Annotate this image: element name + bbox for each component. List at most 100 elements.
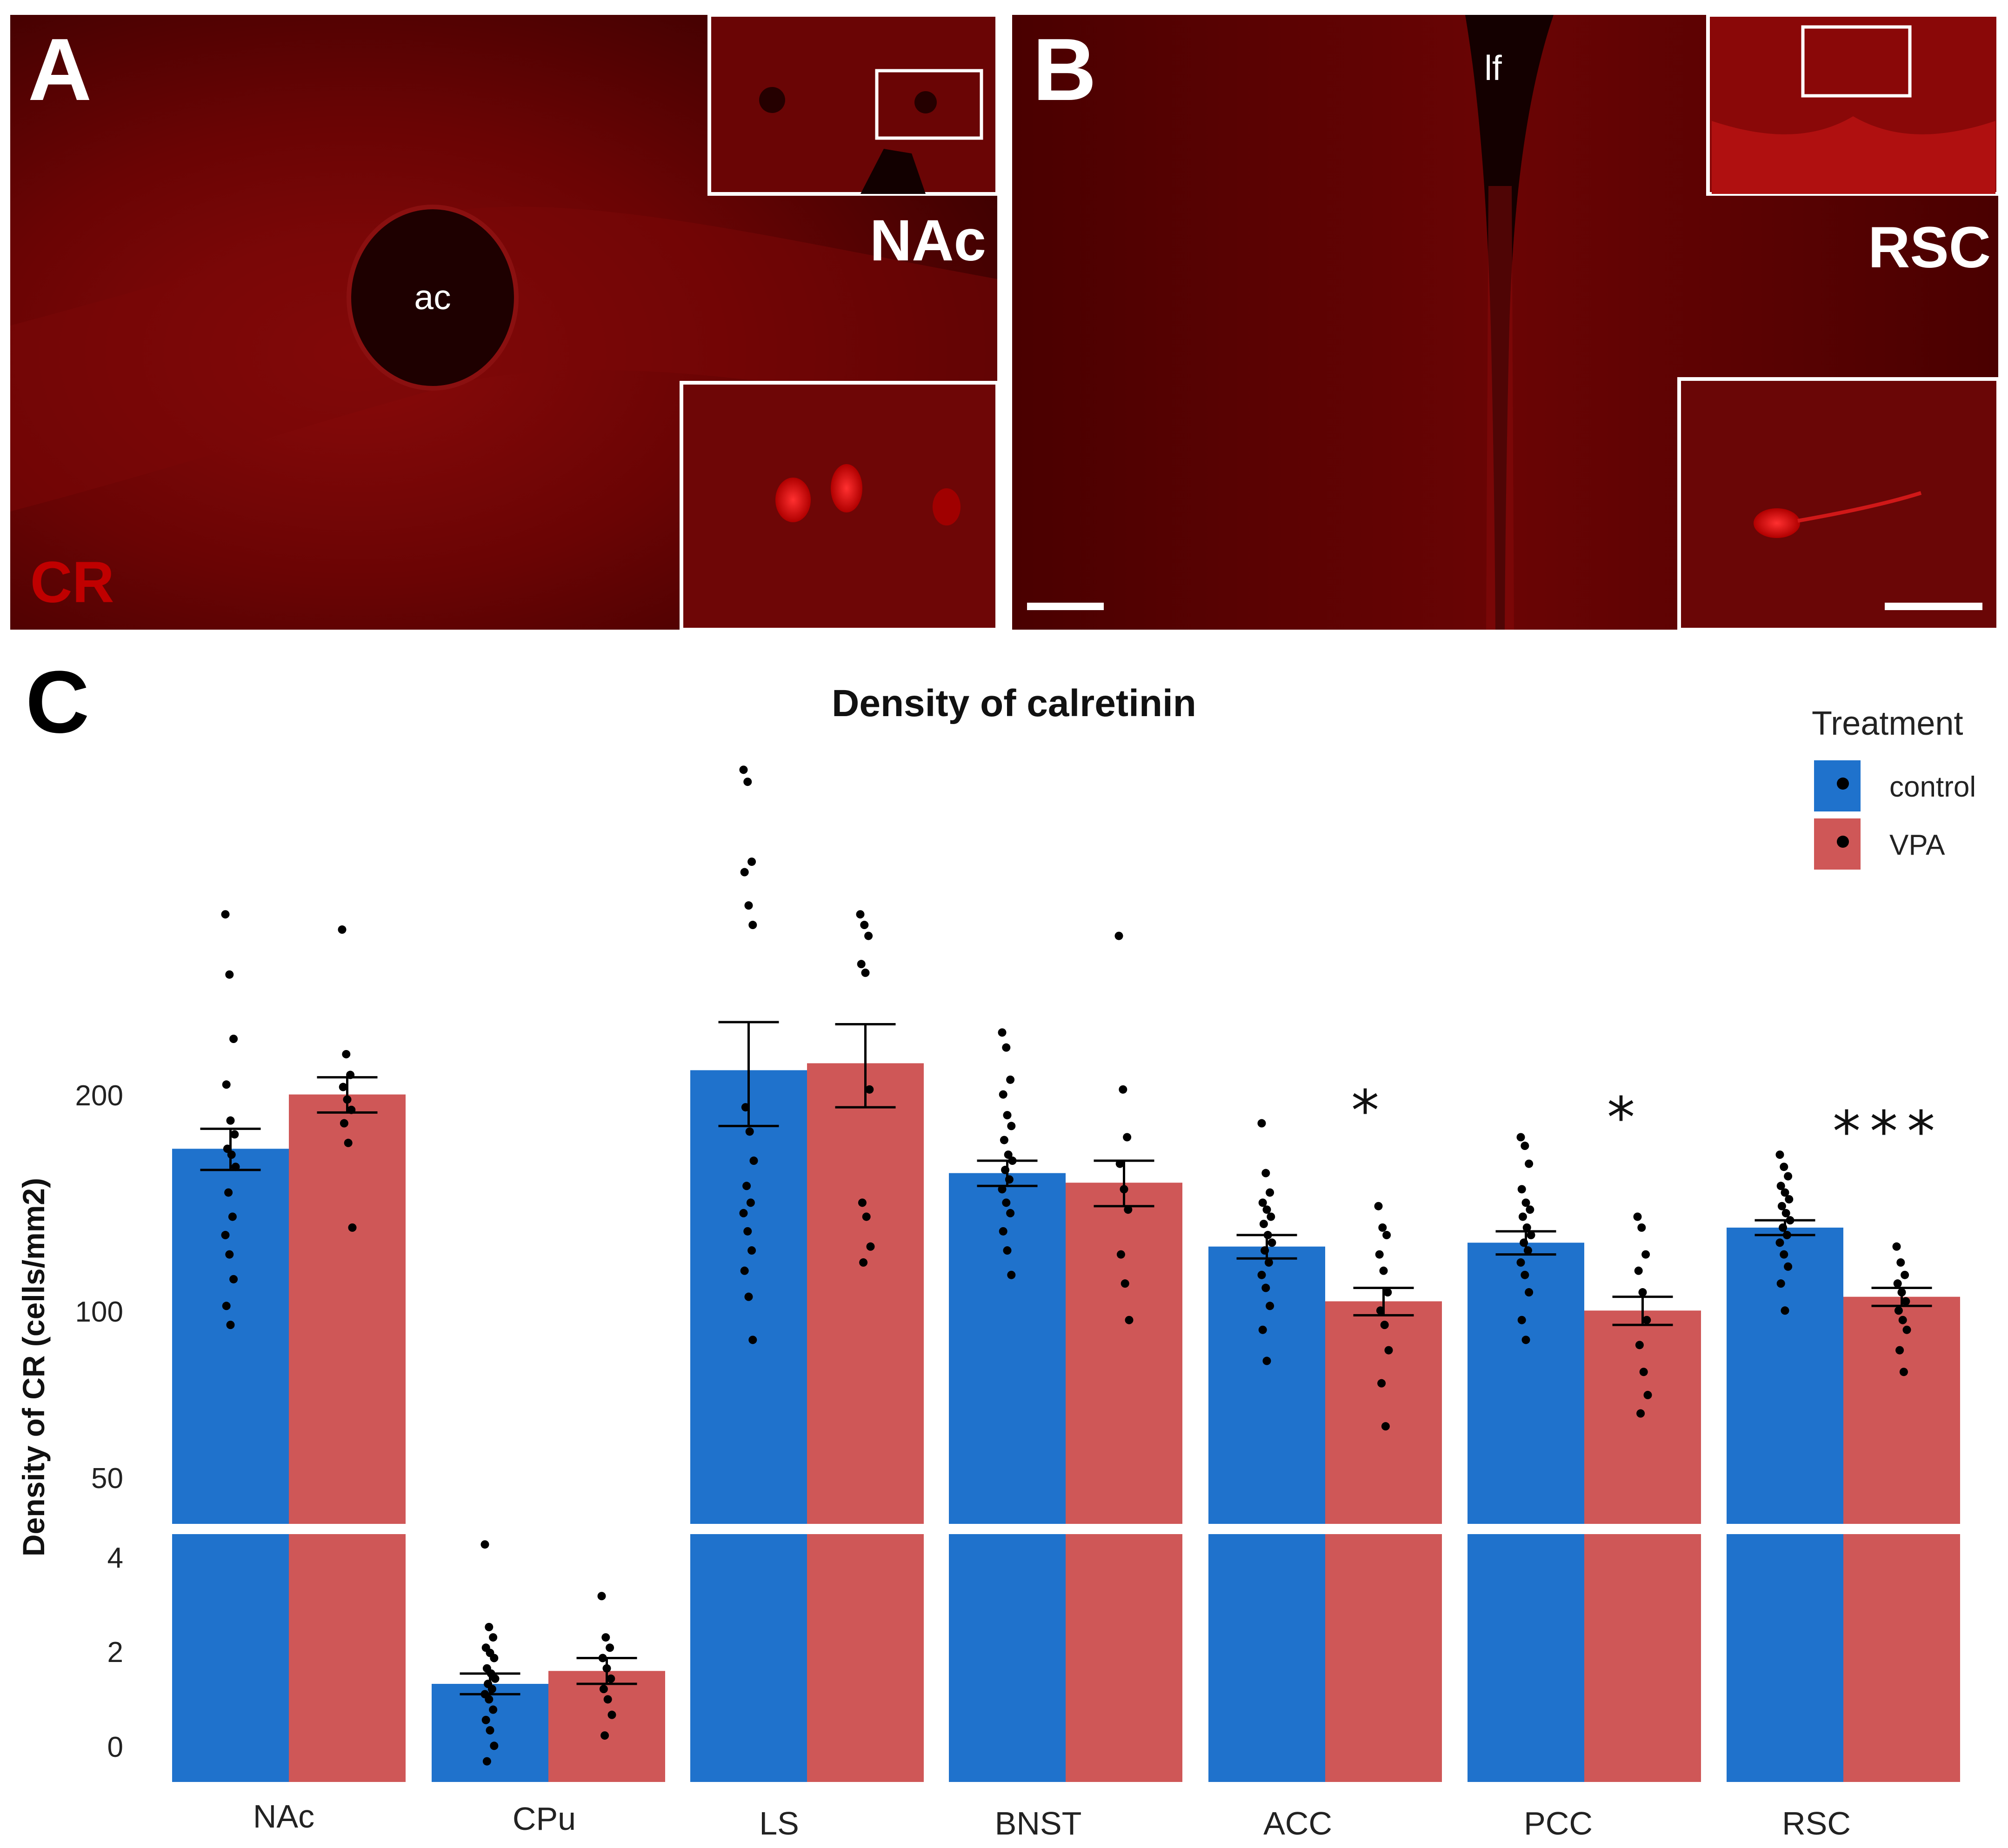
data-point-vpa-pcc — [1634, 1266, 1643, 1275]
data-point-control-ls — [747, 1246, 756, 1255]
error-bar-vpa-ls — [835, 1023, 896, 1109]
bar-vpa-pcc — [1584, 1310, 1701, 1782]
data-point-vpa-bnst — [1123, 1133, 1132, 1142]
data-point-control-acc — [1262, 1205, 1271, 1214]
data-point-control-pcc — [1518, 1212, 1527, 1221]
data-point-vpa-bnst — [1125, 1316, 1134, 1324]
data-point-vpa-rsc — [1899, 1368, 1908, 1376]
data-point-vpa-rsc — [1897, 1288, 1906, 1297]
anterior-commissure — [347, 205, 519, 391]
data-point-control-nac — [222, 1080, 231, 1089]
data-point-control-cpu — [485, 1695, 494, 1704]
data-point-control-pcc — [1521, 1336, 1530, 1344]
bar-control-rsc — [1727, 1227, 1843, 1782]
data-point-control-pcc — [1517, 1316, 1526, 1324]
data-point-control-bnst — [999, 1227, 1007, 1236]
data-point-control-nac — [229, 1034, 238, 1043]
error-bar-vpa-bnst — [1094, 1159, 1154, 1208]
data-point-control-acc — [1266, 1188, 1274, 1197]
overview-region-box — [875, 69, 983, 140]
data-point-control-ls — [744, 901, 753, 910]
data-point-control-bnst — [1005, 1175, 1014, 1184]
data-point-control-acc — [1261, 1283, 1270, 1292]
data-point-control-nac — [223, 1144, 232, 1153]
data-point-control-nac — [227, 1150, 236, 1159]
x-category-label: ACC — [1263, 1805, 1332, 1841]
y-tick-label: 2 — [107, 1636, 123, 1669]
panel-a-fibre-band — [10, 206, 997, 512]
data-point-control-nac — [226, 1321, 235, 1329]
data-point-layer — [221, 765, 1911, 1766]
data-point-control-bnst — [1006, 1075, 1015, 1084]
data-point-vpa-rsc — [1901, 1297, 1910, 1306]
overview-right-ventricle — [914, 91, 937, 113]
data-point-control-ls — [743, 1227, 752, 1236]
data-point-vpa-cpu — [607, 1674, 615, 1683]
data-point-control-cpu — [485, 1622, 494, 1631]
data-point-vpa-rsc — [1896, 1258, 1905, 1267]
data-point-vpa-bnst — [1115, 1159, 1124, 1168]
data-point-control-acc — [1258, 1325, 1267, 1334]
data-point-vpa-cpu — [598, 1654, 607, 1662]
data-point-vpa-nac — [339, 1083, 347, 1091]
data-point-vpa-acc — [1384, 1346, 1393, 1355]
panel-c-letter: C — [26, 653, 89, 751]
bar-vpa-bnst — [1066, 1183, 1182, 1782]
data-point-vpa-acc — [1377, 1379, 1386, 1388]
data-point-control-nac — [226, 1116, 235, 1125]
data-point-control-cpu — [490, 1742, 499, 1750]
chart-title: Density of calretinin — [832, 682, 1196, 725]
data-point-vpa-ls — [857, 960, 866, 969]
y-tick-label: 100 — [75, 1296, 123, 1328]
panel-b: lf B RSC — [1012, 13, 2000, 632]
data-point-vpa-bnst — [1114, 931, 1123, 940]
data-point-control-cpu — [480, 1540, 489, 1549]
data-point-vpa-bnst — [1120, 1185, 1128, 1194]
bar-vpa-acc — [1325, 1301, 1442, 1782]
data-point-vpa-ls — [862, 1212, 871, 1221]
data-point-control-bnst — [1000, 1136, 1008, 1144]
data-point-control-pcc — [1520, 1238, 1528, 1247]
overview-left-ventricle — [759, 87, 785, 113]
data-point-vpa-bnst — [1119, 1085, 1127, 1094]
lf-label: lf — [1484, 48, 1502, 87]
data-point-control-pcc — [1517, 1185, 1526, 1194]
data-point-control-cpu — [482, 1757, 491, 1766]
bar-control-nac — [172, 1149, 289, 1782]
data-point-control-pcc — [1521, 1270, 1529, 1279]
y-tick-label: 0 — [107, 1731, 123, 1763]
stain-label: CR — [30, 550, 114, 615]
overview-dark-wedge — [861, 149, 926, 194]
data-point-control-cpu — [487, 1685, 496, 1694]
data-point-control-cpu — [486, 1726, 494, 1735]
data-point-vpa-cpu — [599, 1685, 608, 1694]
data-point-vpa-rsc — [1892, 1242, 1901, 1251]
zoom-cell-2 — [831, 464, 862, 512]
panel-b-letter: B — [1033, 20, 1096, 119]
bar-control-ls — [690, 1070, 807, 1782]
panel-b-zoom-scale-bar — [1885, 603, 1982, 610]
data-point-vpa-acc — [1381, 1422, 1390, 1431]
data-point-vpa-acc — [1383, 1288, 1392, 1297]
data-point-control-cpu — [491, 1674, 500, 1683]
data-point-vpa-pcc — [1635, 1341, 1644, 1349]
bar-control-pcc — [1468, 1243, 1584, 1782]
data-point-control-ls — [739, 765, 748, 774]
ac-label: ac — [414, 278, 451, 317]
data-point-vpa-cpu — [597, 1592, 606, 1601]
data-point-control-rsc — [1780, 1163, 1788, 1171]
data-point-vpa-nac — [344, 1138, 353, 1147]
data-point-vpa-nac — [342, 1050, 351, 1058]
data-point-control-rsc — [1781, 1209, 1790, 1217]
data-point-control-rsc — [1785, 1195, 1794, 1203]
data-point-control-acc — [1257, 1270, 1266, 1279]
data-point-control-pcc — [1523, 1246, 1532, 1255]
data-point-vpa-bnst — [1124, 1205, 1133, 1214]
data-point-vpa-nac — [347, 1105, 356, 1114]
data-point-vpa-rsc — [1893, 1279, 1902, 1288]
data-point-vpa-pcc — [1639, 1368, 1648, 1376]
data-point-control-acc — [1268, 1238, 1276, 1247]
data-point-control-pcc — [1525, 1288, 1534, 1297]
data-point-control-rsc — [1781, 1188, 1789, 1197]
data-point-vpa-nac — [343, 1095, 352, 1104]
